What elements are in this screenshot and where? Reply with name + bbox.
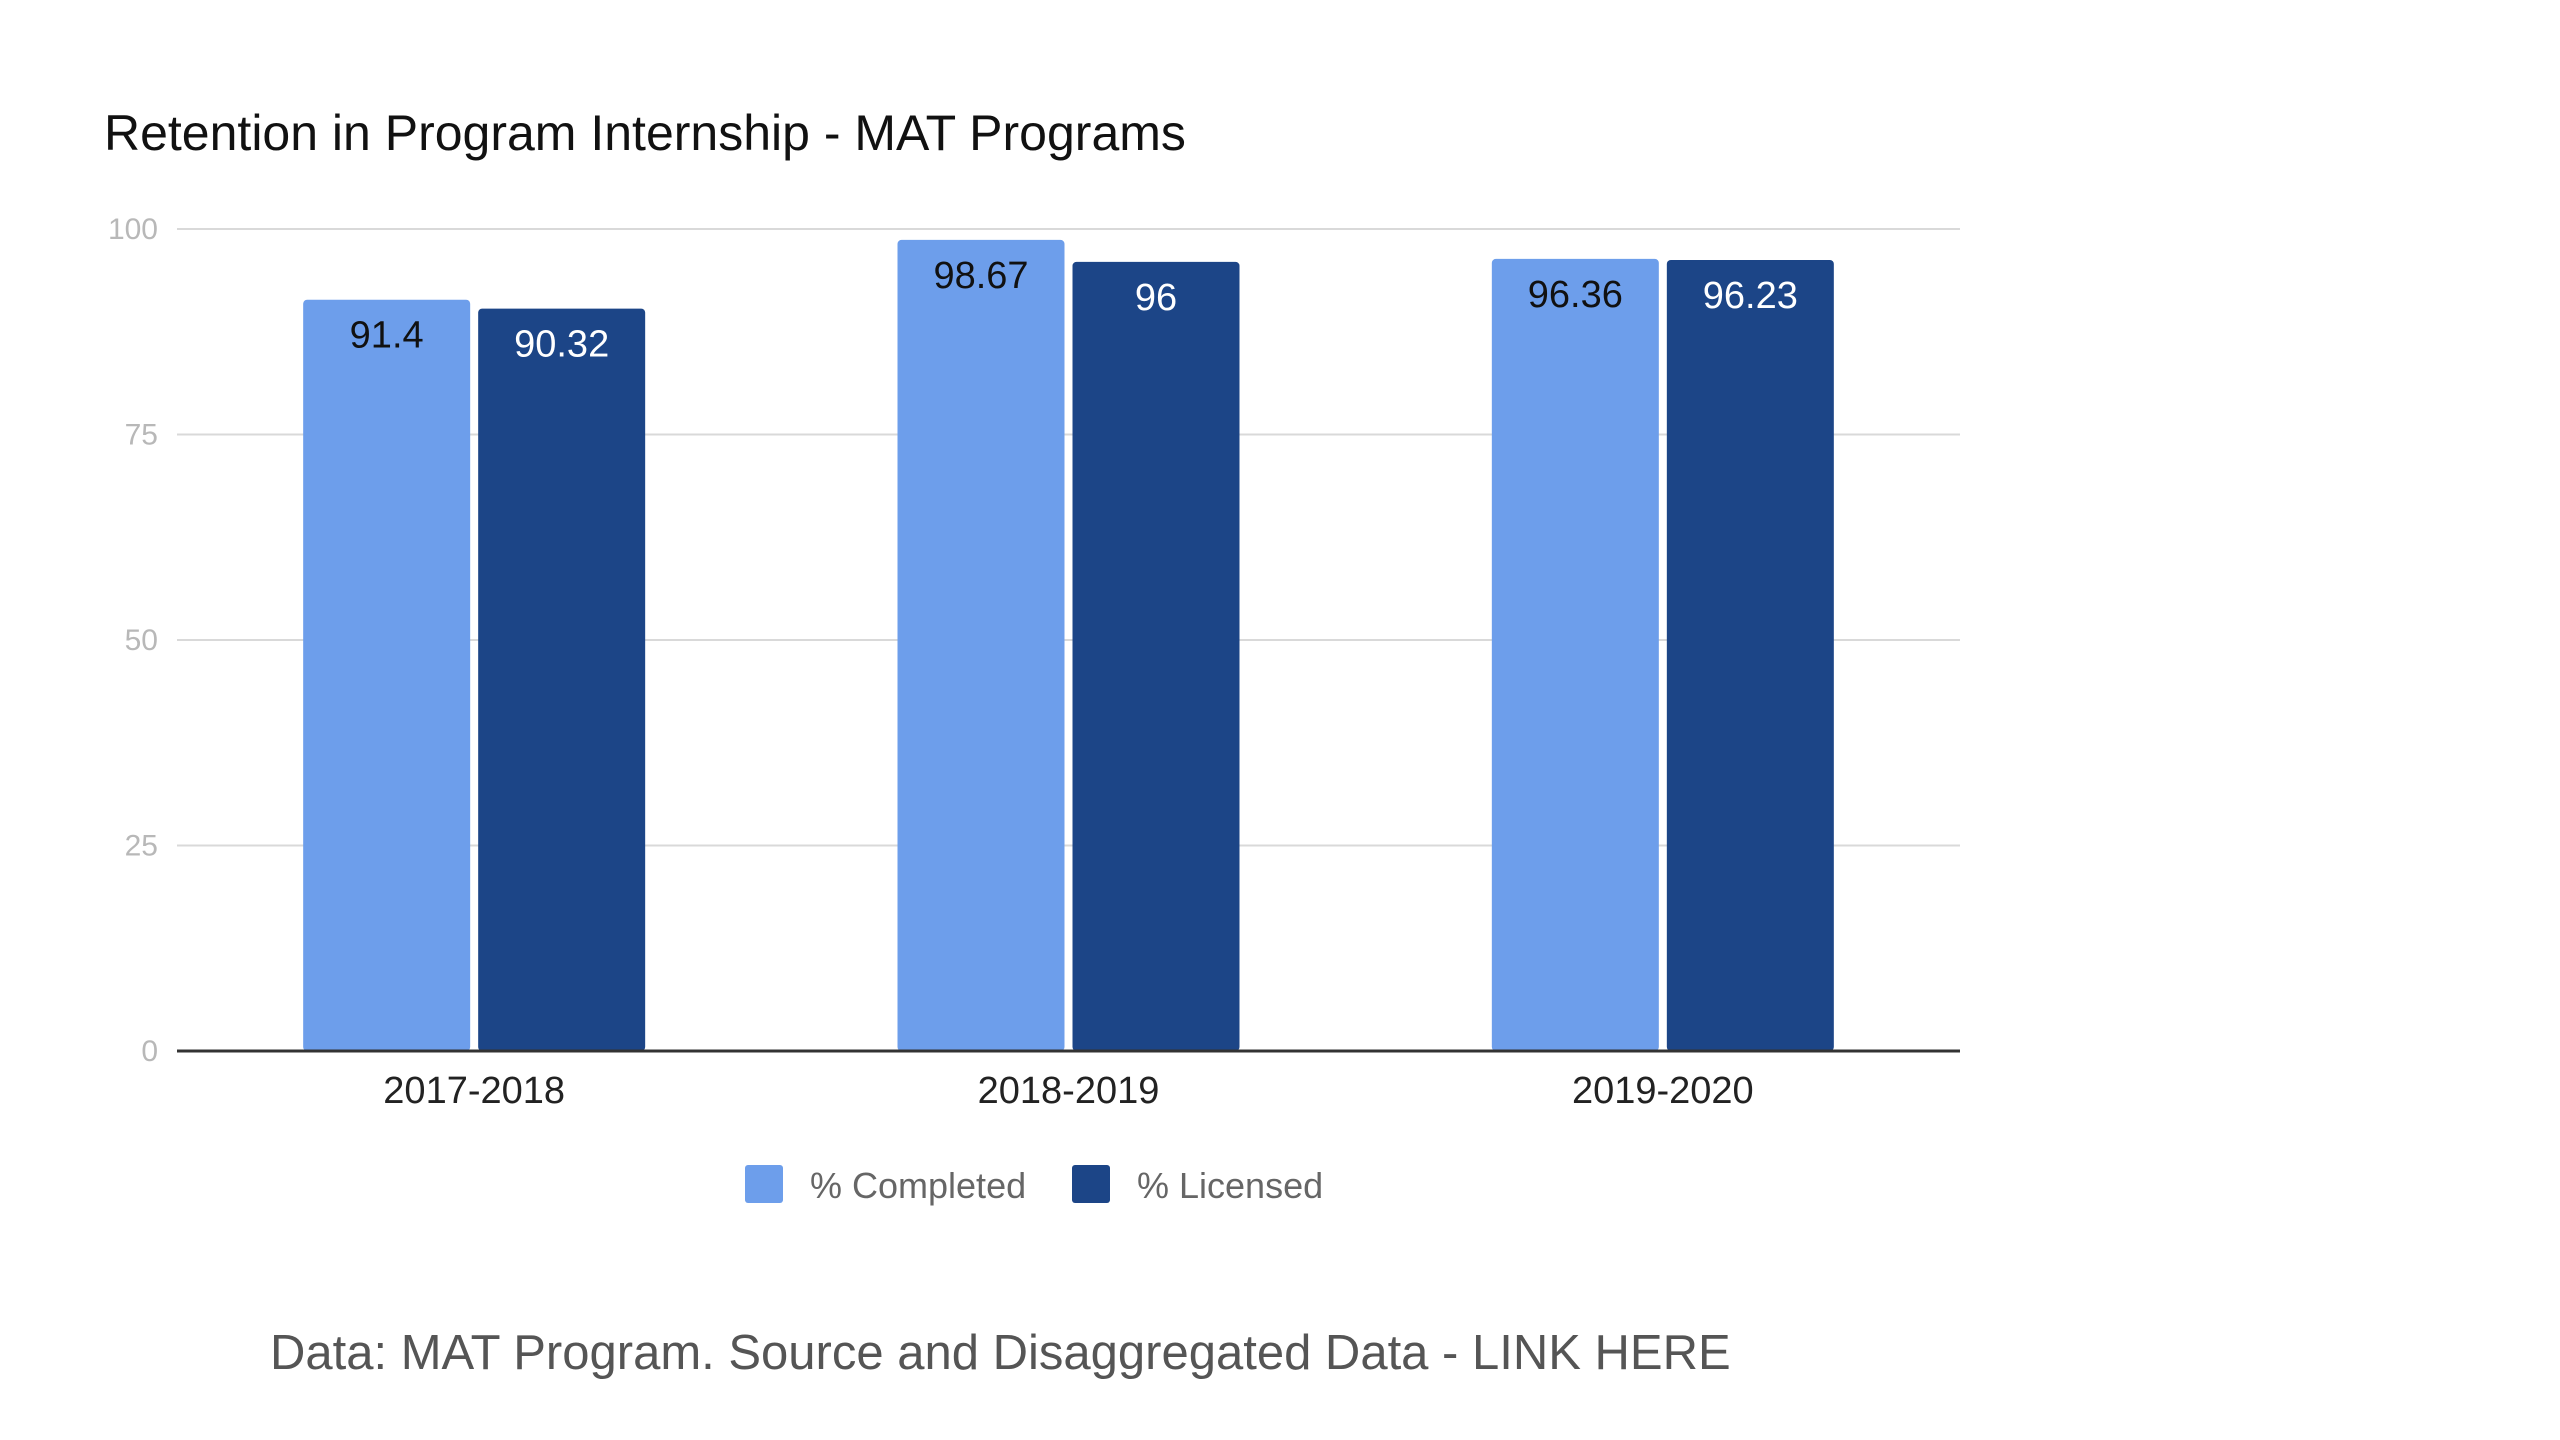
chart-title: Retention in Program Internship - MAT Pr… <box>104 105 1186 161</box>
data-label-2018-2019-completed: 98.67 <box>933 255 1028 297</box>
legend-label-completed: % Completed <box>810 1165 1026 1206</box>
legend-swatch-licensed <box>1072 1165 1110 1203</box>
bars <box>303 239 1834 1052</box>
legend-label-licensed: % Licensed <box>1137 1165 1323 1206</box>
bar-2017-2018-completed <box>303 299 471 1051</box>
y-tick-label-25: 25 <box>125 830 158 863</box>
footer-note: Data: MAT Program. Source and Disaggrega… <box>270 1325 1731 1381</box>
x-axis-categories: 2017-2018 2018-2019 2019-2020 <box>383 1070 1753 1112</box>
bar-2017-2018-licensed <box>478 308 646 1052</box>
x-tick-label-2019-2020: 2019-2020 <box>1572 1070 1754 1112</box>
data-label-2017-2018-licensed: 90.32 <box>514 324 609 366</box>
legend-swatch-completed <box>745 1165 783 1203</box>
x-tick-label-2018-2019: 2018-2019 <box>978 1070 1160 1112</box>
bar-2019-2020-completed <box>1491 258 1659 1052</box>
bar-2018-2019-completed <box>897 239 1065 1051</box>
legend: % Completed % Licensed <box>745 1165 1323 1206</box>
data-label-2019-2020-completed: 96.36 <box>1528 274 1623 316</box>
data-label-2018-2019-licensed: 96 <box>1135 277 1177 319</box>
data-labels: 91.4 90.32 98.67 96 96.36 96.23 <box>350 255 1798 366</box>
source-link[interactable]: LINK HERE <box>1471 1326 1731 1380</box>
x-tick-label-2017-2018: 2017-2018 <box>383 1070 565 1112</box>
data-label-2017-2018-completed: 91.4 <box>350 315 424 357</box>
y-tick-label-100: 100 <box>108 213 158 246</box>
y-axis-ticks: 0 25 50 75 100 <box>108 213 158 1068</box>
y-tick-label-50: 50 <box>125 624 158 657</box>
bar-2018-2019-licensed <box>1072 261 1240 1051</box>
bar-2019-2020-licensed <box>1666 259 1834 1052</box>
grid-lines <box>177 228 1960 847</box>
footer-prefix: Data: MAT Program. Source and Disaggrega… <box>270 1326 1472 1380</box>
y-tick-label-75: 75 <box>125 419 158 452</box>
data-label-2019-2020-licensed: 96.23 <box>1703 275 1798 317</box>
y-tick-label-0: 0 <box>141 1035 158 1068</box>
